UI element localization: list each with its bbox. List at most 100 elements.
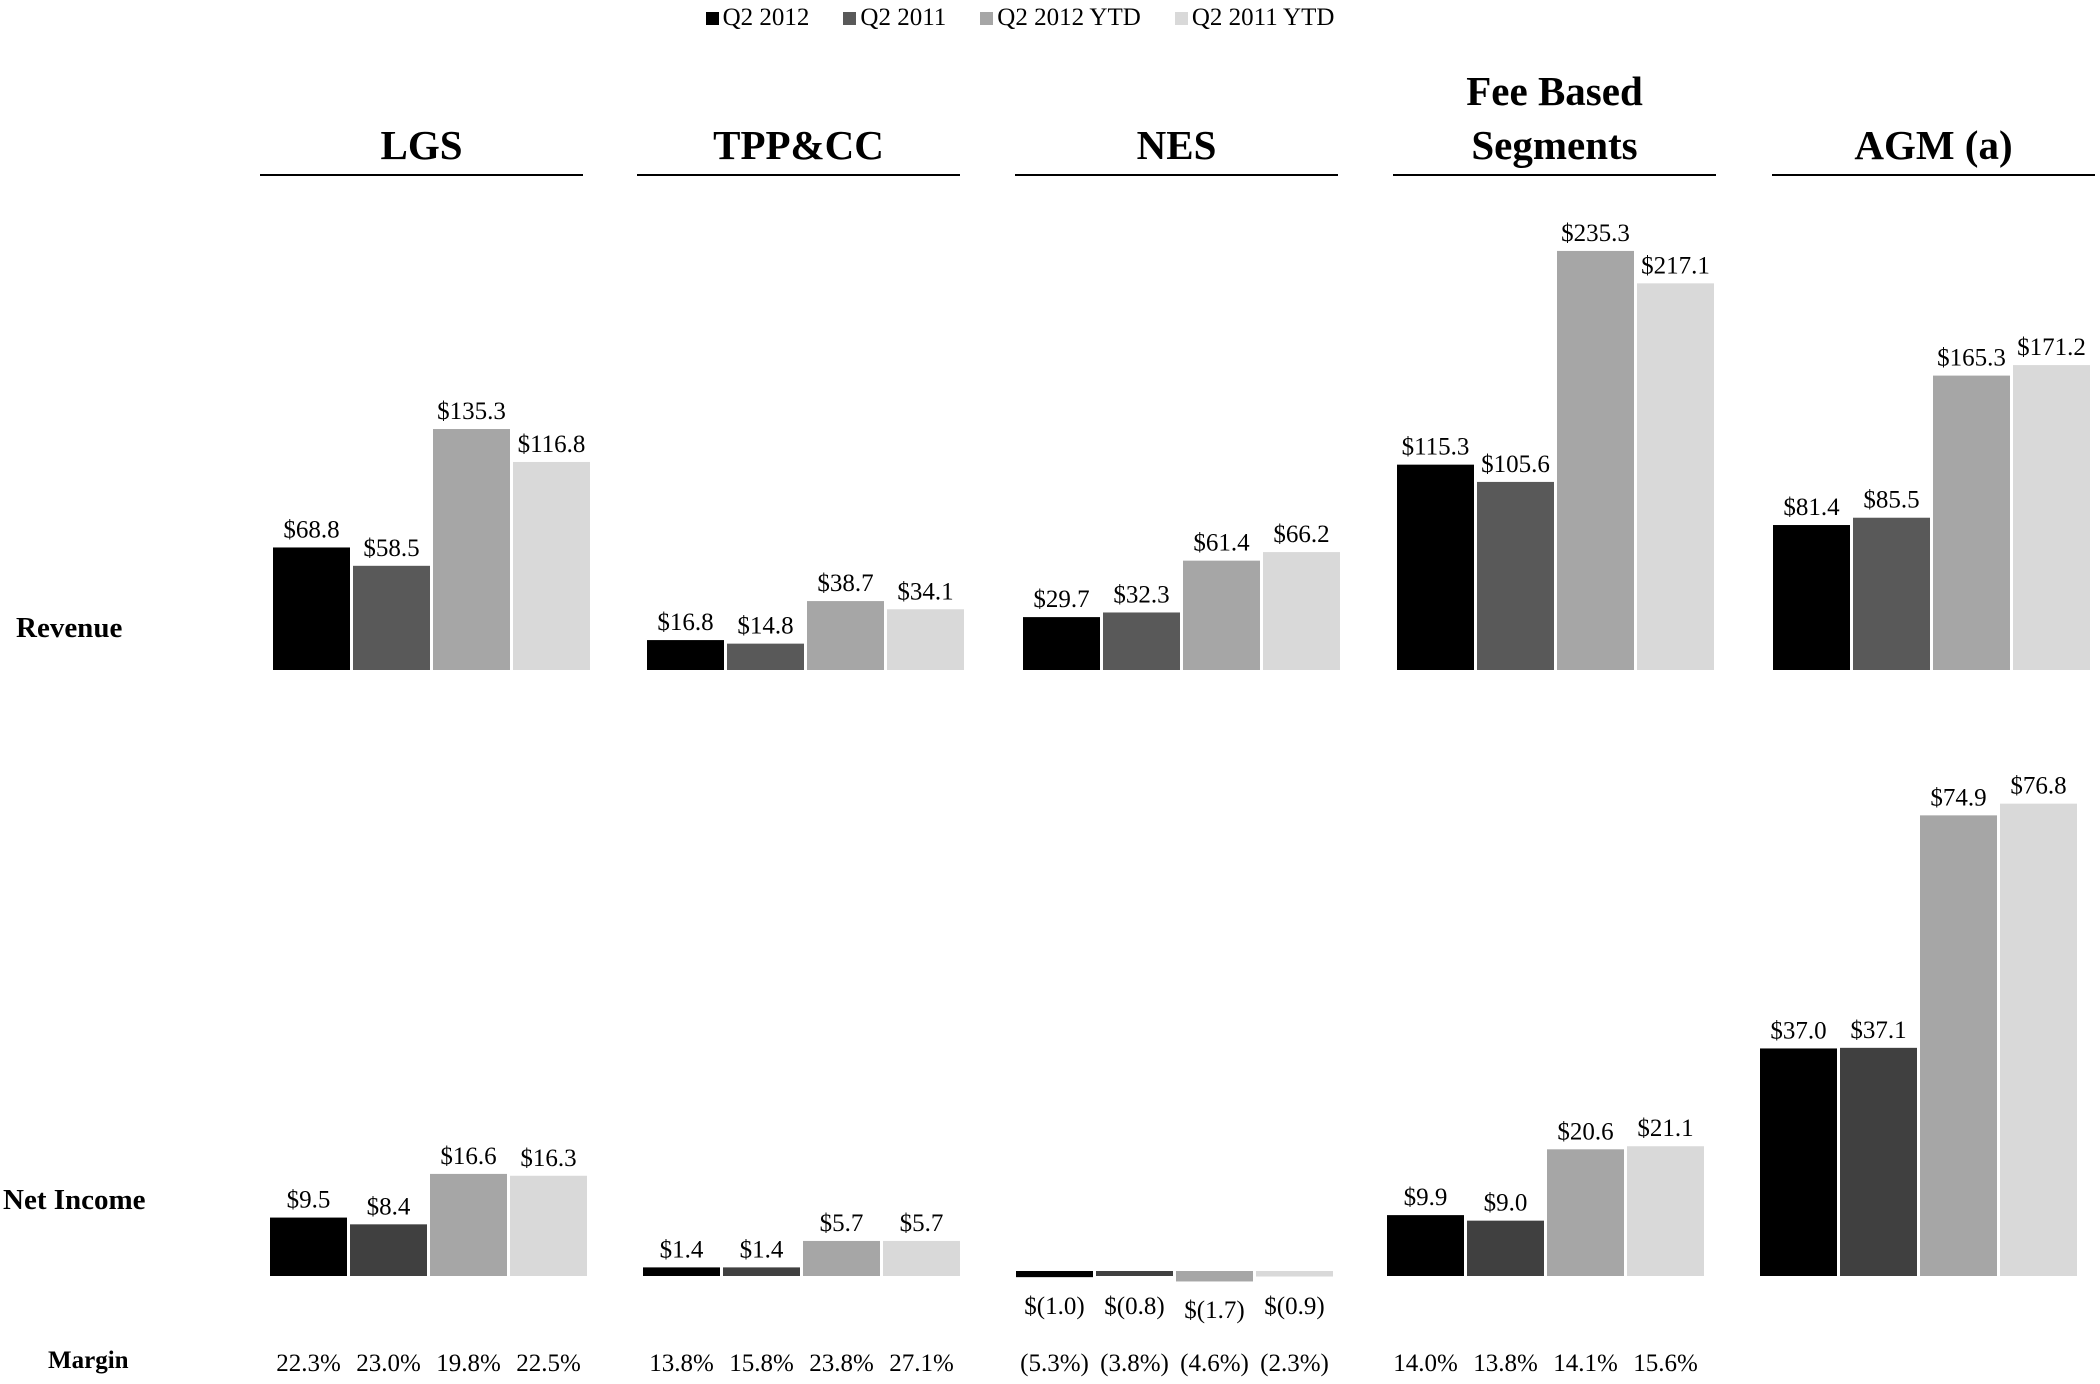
net-income-data-label: $5.7 [820,1210,864,1237]
legend-item: Q2 2011 YTD [1174,4,1334,32]
net-income-bar [1467,1220,1544,1276]
margin-value: (2.3%) [1260,1350,1329,1377]
revenue-bar [1397,464,1474,670]
margin-value: 14.0% [1393,1350,1458,1377]
net-income-bar [430,1173,507,1276]
margin-value: 13.8% [649,1350,714,1377]
net-income-data-label: $37.1 [1850,1017,1906,1044]
margin-value: 14.1% [1553,1350,1618,1377]
revenue-data-label: $61.4 [1193,530,1250,557]
net-income-bar [1547,1149,1624,1276]
legend-item: Q2 2012 [705,4,810,32]
net-income-data-label: $9.0 [1484,1190,1528,1217]
revenue-bar [1023,617,1100,670]
legend-label: Q2 2012 [722,4,810,31]
net-income-bar [510,1175,587,1276]
legend-swatch [843,11,857,25]
revenue-bar [433,429,510,670]
segment-header-line: Fee Based [1466,68,1643,114]
legend-swatch [980,11,994,25]
revenue-data-label: $135.3 [437,398,506,425]
segment-header: LGS [260,70,583,176]
revenue-bar [727,643,804,670]
net-income-bar [1176,1271,1253,1282]
net-income-bar [723,1267,800,1276]
margin-value: 22.5% [516,1350,581,1377]
net-income-bar [803,1240,880,1276]
margin-value: 13.8% [1473,1350,1538,1377]
margin-value: (4.6%) [1180,1350,1249,1377]
revenue-data-label: $16.8 [657,609,713,636]
row-label-net-income: Net Income [3,1184,146,1216]
segment-header: TPP&CC [637,70,960,176]
revenue-data-label: $66.2 [1273,521,1329,548]
revenue-bar [353,565,430,670]
net-income-bar [1387,1215,1464,1276]
legend-label: Q2 2012 YTD [997,4,1141,31]
segment-header-line: Segments [1471,122,1638,168]
revenue-bar [1477,481,1554,670]
revenue-data-label: $68.8 [283,516,339,543]
net-income-bar [270,1217,347,1276]
segment-header-line: TPP&CC [713,122,884,168]
segment-header: Fee Based Segments [1393,68,1716,176]
net-income-data-label: $8.4 [367,1193,411,1220]
revenue-bar [1773,525,1850,670]
revenue-bar [2013,365,2090,670]
revenue-data-label: $38.7 [817,570,873,597]
net-income-bar [350,1224,427,1276]
revenue-bar [807,601,884,670]
legend-item: Q2 2012 YTD [980,4,1141,32]
net-income-data-label: $9.5 [287,1187,331,1214]
net-income-bar [1096,1271,1173,1276]
segment-header-line: AGM (a) [1854,122,2013,168]
revenue-bar [513,461,590,670]
margin-value: 22.3% [276,1350,341,1377]
revenue-data-label: $85.5 [1863,487,1919,514]
net-income-data-label: $16.6 [440,1143,496,1170]
revenue-data-label: $58.5 [363,535,419,562]
margin-value: 19.8% [436,1350,501,1377]
revenue-data-label: $32.3 [1113,581,1169,608]
net-income-data-label: $21.1 [1637,1115,1693,1142]
net-income-data-label: $5.7 [900,1210,944,1237]
net-income-data-label: $1.4 [660,1236,704,1263]
margin-value: 27.1% [889,1350,954,1377]
revenue-data-label: $81.4 [1783,494,1840,521]
net-income-bar [883,1240,960,1276]
legend-label: Q2 2011 [860,4,947,31]
revenue-data-label: $29.7 [1033,586,1089,613]
revenue-data-label: $171.2 [2017,334,2086,361]
margin-value: 15.6% [1633,1350,1698,1377]
revenue-bar [1103,612,1180,670]
net-income-bar [1920,815,1997,1276]
net-income-data-label: $16.3 [520,1145,576,1172]
revenue-data-label: $14.8 [737,613,793,640]
revenue-bar [1263,552,1340,670]
row-label-margin: Margin [48,1347,129,1374]
revenue-bar [1933,375,2010,670]
net-income-data-label: $20.6 [1557,1118,1613,1145]
revenue-bar [1183,560,1260,670]
segment-header-line: LGS [380,122,463,168]
net-income-bar [1840,1047,1917,1276]
row-label-revenue: Revenue [16,612,123,644]
revenue-bar [273,547,350,670]
net-income-data-label: $9.9 [1404,1184,1448,1211]
net-income-data-label: $(1.7) [1184,1297,1244,1324]
legend-item: Q2 2011 [843,4,946,32]
revenue-data-label: $217.1 [1641,252,1710,279]
revenue-data-label: $115.3 [1402,434,1470,461]
segment-header: AGM (a) [1772,70,2095,176]
net-income-data-label: $(0.9) [1264,1293,1324,1320]
segment-header: NES [1015,70,1338,176]
margin-value: (5.3%) [1020,1350,1089,1377]
net-income-data-label: $(0.8) [1104,1293,1164,1320]
revenue-data-label: $105.6 [1481,451,1550,478]
net-income-data-label: $37.0 [1770,1017,1826,1044]
net-income-bar [1627,1146,1704,1276]
revenue-bar [1853,517,1930,670]
legend-swatch [1174,11,1188,25]
revenue-data-label: $165.3 [1937,345,2006,372]
